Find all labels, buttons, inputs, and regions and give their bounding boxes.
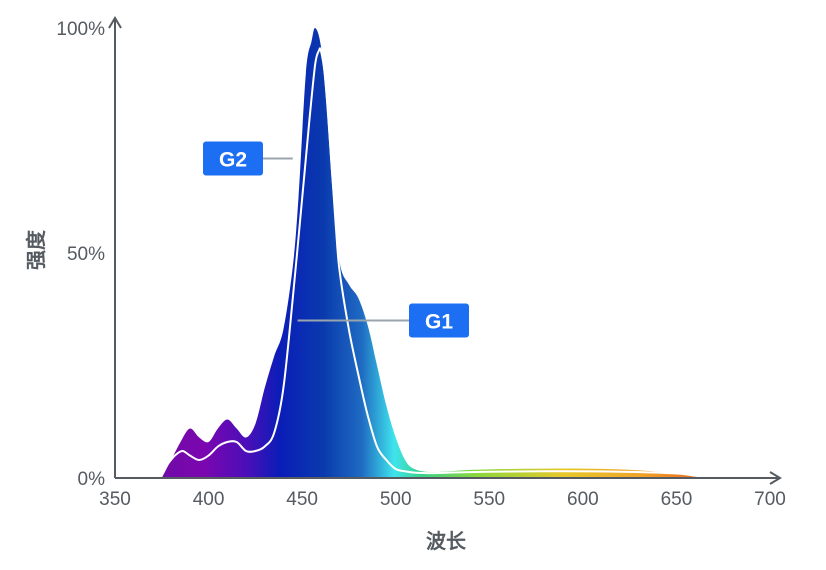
x-tick-label: 650 — [661, 489, 693, 510]
x-tick-label: 500 — [380, 489, 412, 510]
x-tick-label: 450 — [286, 489, 318, 510]
axes — [108, 16, 782, 485]
x-axis-title: 波长 — [426, 529, 467, 553]
x-tick-label: 550 — [473, 489, 505, 510]
x-tick-label: 400 — [193, 489, 225, 510]
annotation-label: G1 — [425, 311, 453, 334]
plot-area — [161, 27, 701, 478]
x-tick-label: 700 — [754, 489, 786, 510]
series-line-g1 — [166, 47, 696, 477]
annotation-g2: G2 — [203, 141, 293, 176]
annotation-badge — [203, 141, 263, 176]
annotation-g1: G1 — [297, 303, 469, 338]
x-tick-label: 600 — [567, 489, 599, 510]
series-area-g2 — [161, 27, 701, 478]
y-tick-label: 0% — [78, 469, 106, 490]
x-tick-labels: 350 400 450 500 550 600 650 700 — [99, 489, 786, 510]
y-tick-labels: 0% 50% 100% — [56, 19, 105, 490]
annotation-label: G2 — [219, 149, 247, 172]
y-tick-label: 50% — [67, 244, 105, 265]
x-axis-arrow-icon — [769, 471, 782, 485]
series-annotations: G2 G1 — [203, 141, 469, 338]
x-tick-label: 350 — [99, 489, 131, 510]
y-tick-label: 100% — [56, 19, 105, 40]
y-axis-arrow-icon — [108, 16, 122, 29]
annotation-badge — [409, 303, 469, 338]
y-axis-title: 强度 — [24, 229, 48, 270]
